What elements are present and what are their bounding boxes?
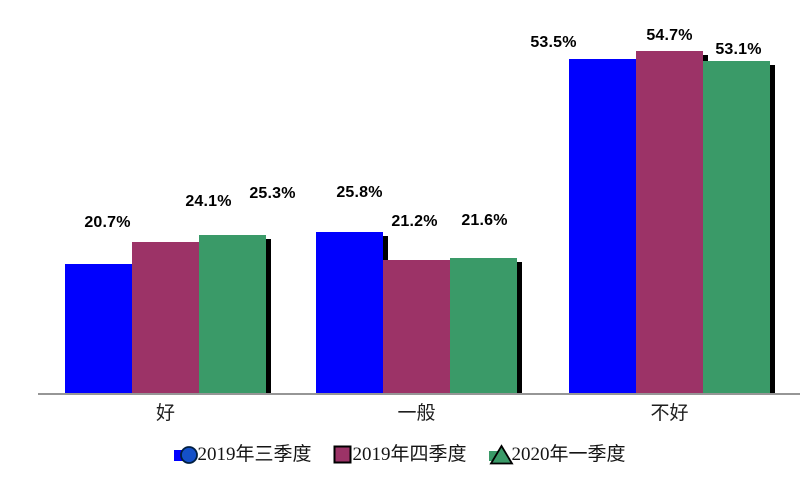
category-label: 一般	[397, 403, 436, 424]
bar-series2-group3	[636, 51, 703, 393]
legend-label: 2020年一季度	[511, 444, 626, 465]
value-label: 54.7%	[646, 27, 693, 44]
bar-series2-group2	[383, 260, 450, 393]
triangle-marker-icon	[488, 444, 514, 466]
legend-label: 2019年四季度	[352, 444, 467, 465]
circle-marker-icon	[174, 444, 199, 466]
square-marker-icon	[333, 444, 354, 466]
bar-series1-group3	[569, 59, 636, 393]
value-label: 53.1%	[715, 41, 762, 58]
legend-label: 2019年三季度	[197, 444, 312, 465]
value-label: 25.3%	[249, 185, 296, 202]
value-label: 24.1%	[185, 193, 232, 210]
legend-item: 2019年三季度	[174, 443, 311, 467]
bar-series1-group2	[316, 232, 383, 393]
bar-series3-group1	[199, 235, 266, 393]
value-label: 21.6%	[461, 212, 508, 229]
x-axis-line	[38, 393, 800, 395]
legend: 2019年三季度 2019年四季度 2020年一季度	[0, 443, 800, 467]
category-label: 好	[155, 403, 176, 424]
value-label: 20.7%	[84, 214, 131, 231]
bar-series3-group2	[450, 258, 517, 393]
value-label: 25.8%	[336, 184, 383, 201]
legend-item: 2020年一季度	[488, 443, 626, 467]
bar-series1-group1	[65, 264, 132, 393]
legend-item: 2019年四季度	[333, 443, 467, 467]
bar-series3-group3	[703, 61, 770, 393]
category-label: 不好	[650, 403, 689, 424]
value-label: 21.2%	[391, 213, 438, 230]
value-label: 53.5%	[530, 34, 577, 51]
bar-series2-group1	[132, 242, 199, 393]
